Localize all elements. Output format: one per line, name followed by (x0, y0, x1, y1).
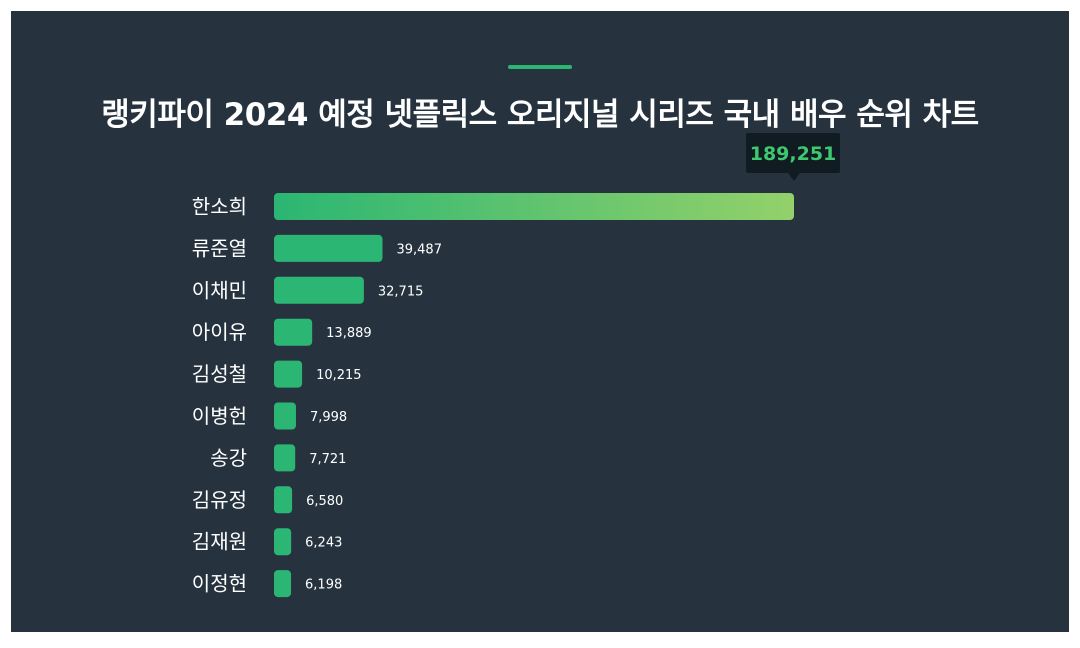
value-label: 10,215 (316, 368, 362, 383)
chart-title: 랭키파이 2024 예정 넷플릭스 오리지널 시리즈 국내 배우 순위 차트 (101, 97, 979, 133)
tooltip-arrow (788, 173, 800, 181)
value-label: 7,721 (309, 452, 346, 467)
category-label: 김재원 (192, 530, 247, 554)
category-label: 이병헌 (192, 404, 247, 428)
category-label: 이채민 (192, 278, 247, 302)
value-label: 13,889 (326, 326, 372, 341)
value-label: 39,487 (396, 242, 442, 257)
bar (274, 193, 794, 220)
category-label: 아이유 (192, 320, 247, 344)
category-label: 류준열 (192, 236, 247, 260)
category-label: 송강 (210, 446, 247, 470)
bar (274, 570, 292, 598)
bar (274, 402, 296, 430)
bar (274, 528, 292, 556)
bar (274, 360, 303, 388)
value-label: 6,580 (306, 494, 343, 509)
category-label: 한소희 (192, 195, 247, 219)
title-accent-line (508, 65, 572, 69)
bar (274, 318, 313, 346)
value-label: 32,715 (378, 284, 424, 299)
category-label: 김유정 (192, 488, 247, 512)
bar (274, 234, 383, 262)
category-label: 김성철 (192, 362, 247, 386)
bar (274, 276, 364, 304)
value-label: 7,998 (310, 410, 347, 425)
bar-chart: 한소희 189,251 류준열 39,487 이채민 32,715 아이유 13,889 김성철… (192, 133, 840, 598)
value-label: 6,243 (305, 536, 342, 551)
tooltip-box (746, 133, 840, 173)
category-label: 이정현 (192, 572, 247, 596)
value-label: 6,198 (305, 578, 342, 593)
tooltip-value-label: 189,251 (750, 143, 837, 165)
chart-panel: 랭키파이 2024 예정 넷플릭스 오리지널 시리즈 국내 배우 순위 차트 한… (11, 11, 1069, 632)
bar (274, 444, 296, 472)
bar (274, 486, 293, 514)
